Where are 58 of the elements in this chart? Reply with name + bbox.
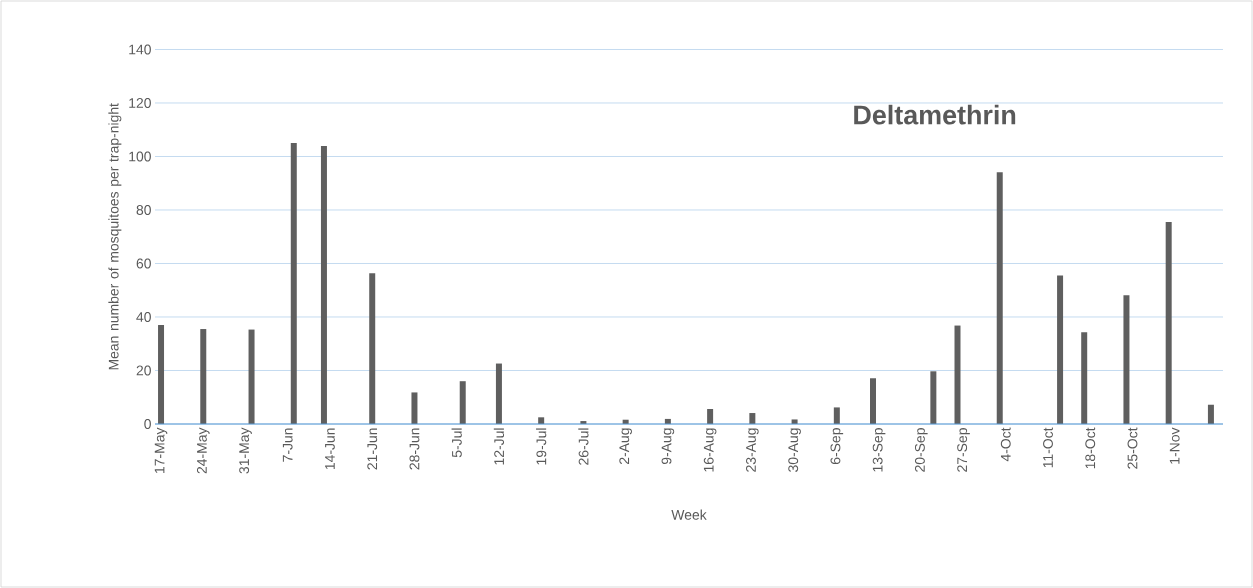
x-tick-label: 25-Oct <box>1127 427 1138 469</box>
bar <box>411 392 418 424</box>
x-tick-label: 2-Aug <box>619 428 632 465</box>
y-tick-label: 40 <box>136 312 151 322</box>
bar <box>200 329 207 424</box>
bar <box>930 371 937 424</box>
bar <box>459 381 466 424</box>
x-tick-label: 11-Oct <box>1043 427 1053 468</box>
y-axis-title: Mean number of mosquitoes per trap-night <box>108 103 122 370</box>
x-tick-label: 16-Aug <box>703 428 717 472</box>
x-tick-label: 30-Aug <box>788 428 801 472</box>
y-tick-label: 60 <box>136 258 151 269</box>
x-tick-label: 23-Aug <box>746 428 759 472</box>
bar <box>707 409 714 424</box>
x-tick-label: 28-Jun <box>409 428 420 470</box>
x-tick-label: 20-Sep <box>914 428 928 472</box>
bar <box>749 413 756 424</box>
bar <box>996 172 1003 424</box>
x-tick-label: 17-May <box>154 427 168 473</box>
bar <box>1057 275 1064 424</box>
x-tick-label: 19-Jul <box>536 428 547 465</box>
bar <box>833 407 840 424</box>
y-tick-label: 0 <box>144 419 151 429</box>
y-tick-label: 140 <box>129 44 151 55</box>
bar <box>1081 332 1088 424</box>
bar <box>495 363 502 424</box>
x-tick-label: 7-Jun <box>282 428 293 462</box>
x-tick-label: 9-Aug <box>661 428 675 465</box>
y-tick-label: 80 <box>136 205 151 215</box>
bar <box>954 325 961 424</box>
bar <box>870 378 877 424</box>
bar <box>248 329 255 424</box>
x-tick-label: 21-Jun <box>367 428 378 470</box>
y-tick-label: 100 <box>129 151 151 162</box>
x-tick-label: 31-May <box>239 427 252 474</box>
bar <box>158 325 165 424</box>
bar <box>1123 295 1130 424</box>
y-tick-label: 120 <box>129 98 151 108</box>
x-tick-label: 5-Jul <box>451 428 462 458</box>
x-tick-label: 12-Jul <box>493 428 505 465</box>
x-tick-label: 6-Sep <box>830 428 844 465</box>
x-tick-label: 13-Sep <box>872 428 886 472</box>
x-tick-label: 26-Jul <box>578 428 589 465</box>
bar <box>369 273 376 424</box>
bar <box>538 417 545 424</box>
bar <box>290 143 297 424</box>
x-tick-label: 27-Sep <box>957 428 970 472</box>
x-axis-title: Week <box>671 509 707 520</box>
bar <box>1165 222 1172 424</box>
x-tick-label: 4-Oct <box>1000 427 1011 462</box>
text: Deltamethrin <box>854 104 1016 125</box>
x-tick-label: 1-Nov <box>1169 427 1180 464</box>
x-tick-label: 14-Jun <box>325 428 335 470</box>
x-tick-label: 24-May <box>196 427 210 474</box>
y-tick-label: 20 <box>136 365 151 376</box>
bar <box>1207 404 1214 424</box>
bar <box>320 146 327 424</box>
x-tick-label: 18-Oct <box>1085 427 1096 469</box>
